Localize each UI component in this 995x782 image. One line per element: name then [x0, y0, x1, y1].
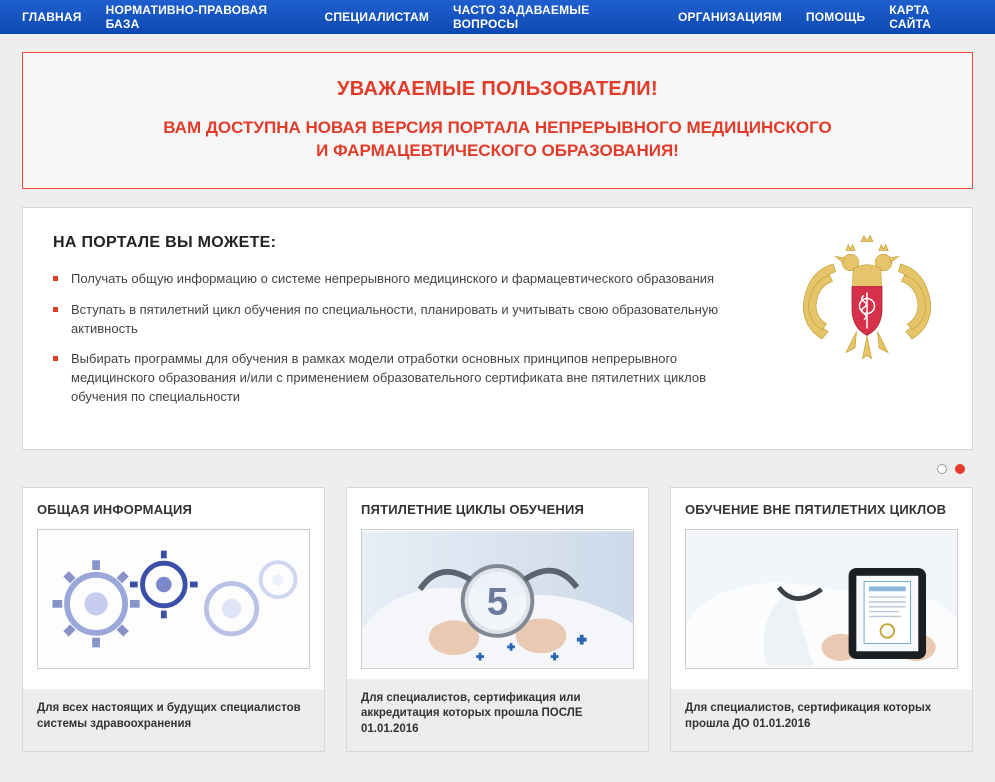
notice-title: УВАЖАЕМЫЕ ПОЛЬЗОВАТЕЛИ! [83, 78, 912, 101]
carousel-dot-1[interactable] [955, 464, 965, 474]
nav-home[interactable]: ГЛАВНАЯ [10, 10, 94, 24]
portal-list: Получать общую информацию о системе непр… [53, 270, 762, 407]
notice-banner: УВАЖАЕМЫЕ ПОЛЬЗОВАТЕЛИ! ВАМ ДОСТУПНА НОВ… [22, 52, 973, 189]
card-caption: Для специалистов, сертификация которых п… [671, 689, 972, 751]
portal-heading: НА ПОРТАЛЕ ВЫ МОЖЕТЕ: [53, 234, 762, 252]
nav-sitemap[interactable]: КАРТА САЙТА [877, 3, 985, 31]
card-image: 5 [361, 529, 634, 669]
nav-organizations[interactable]: ОРГАНИЗАЦИЯМ [666, 10, 794, 24]
top-nav: ГЛАВНАЯ НОРМАТИВНО-ПРАВОВАЯ БАЗА СПЕЦИАЛ… [0, 0, 995, 34]
nav-specialists[interactable]: СПЕЦИАЛИСТАМ [312, 10, 441, 24]
nav-help[interactable]: ПОМОЩЬ [794, 10, 877, 24]
card-general-info[interactable]: ОБЩАЯ ИНФОРМАЦИЯ [22, 487, 325, 753]
svg-text:5: 5 [487, 580, 509, 623]
portal-list-item: Вступать в пятилетний цикл обучения по с… [53, 301, 762, 339]
portal-list-item: Выбирать программы для обучения в рамках… [53, 350, 762, 407]
card-title: ОБЩАЯ ИНФОРМАЦИЯ [23, 488, 324, 529]
portal-panel: НА ПОРТАЛЕ ВЫ МОЖЕТЕ: Получать общую инф… [22, 207, 973, 450]
card-caption: Для всех настоящих и будущих специалисто… [23, 689, 324, 751]
card-outside-cycles[interactable]: ОБУЧЕНИЕ ВНЕ ПЯТИЛЕТНИХ ЦИКЛОВ [670, 487, 973, 753]
carousel-dots [0, 456, 995, 487]
nav-legal-base[interactable]: НОРМАТИВНО-ПРАВОВАЯ БАЗА [94, 3, 313, 31]
cards-row: ОБЩАЯ ИНФОРМАЦИЯ [0, 487, 995, 753]
notice-subtitle: ВАМ ДОСТУПНА НОВАЯ ВЕРСИЯ ПОРТАЛА НЕПРЕР… [83, 117, 912, 163]
nav-faq[interactable]: ЧАСТО ЗАДАВАЕМЫЕ ВОПРОСЫ [441, 3, 666, 31]
carousel-dot-0[interactable] [937, 464, 947, 474]
portal-list-item: Получать общую информацию о системе непр… [53, 270, 762, 289]
card-image [37, 529, 310, 669]
card-image [685, 529, 958, 669]
card-title: ОБУЧЕНИЕ ВНЕ ПЯТИЛЕТНИХ ЦИКЛОВ [671, 488, 972, 529]
card-title: ПЯТИЛЕТНИЕ ЦИКЛЫ ОБУЧЕНИЯ [347, 488, 648, 529]
emblem-icon [792, 234, 942, 384]
card-five-year-cycles[interactable]: ПЯТИЛЕТНИЕ ЦИКЛЫ ОБУЧЕНИЯ 5 [346, 487, 649, 753]
